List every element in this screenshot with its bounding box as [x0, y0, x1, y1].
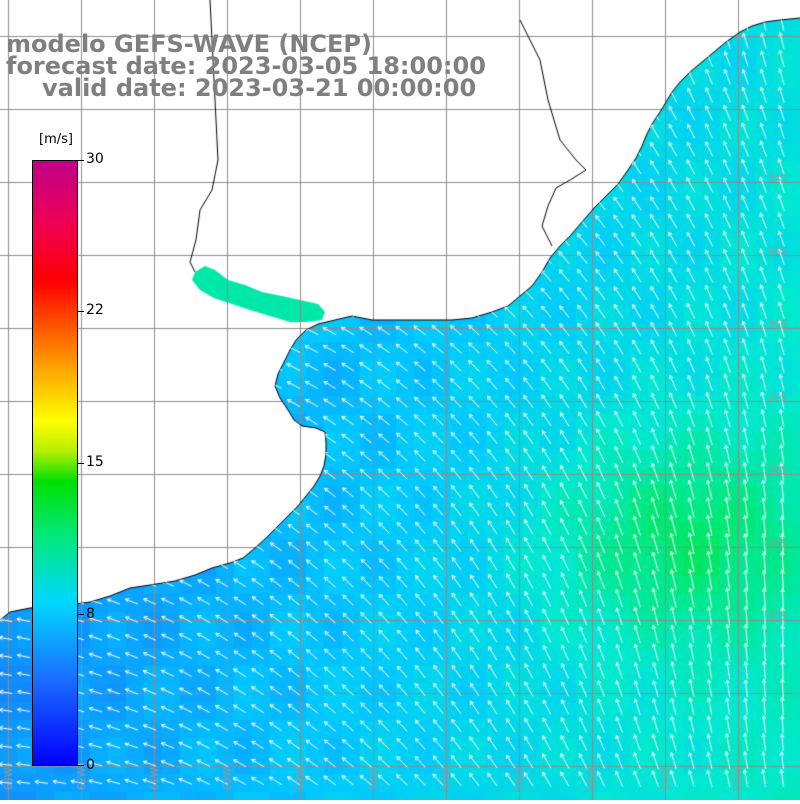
colorbar-tickmark [78, 463, 84, 464]
colorbar [32, 160, 78, 766]
colorbar-tickmark [78, 160, 84, 161]
colorbar-tickmark [78, 614, 84, 615]
title-model: modelo GEFS-WAVE (NCEP) [6, 30, 372, 58]
colorbar-tick-label: 30 [86, 151, 104, 167]
colorbar-tick-label: 8 [86, 606, 95, 622]
colorbar-unit: [m/s] [39, 132, 73, 147]
colorbar-tick-label: 22 [86, 302, 104, 318]
title-valid-date: valid date: 2023-03-21 00:00:00 [42, 74, 477, 102]
colorbar-tick-label: 15 [86, 454, 104, 470]
colorbar-tick-label: 0 [86, 757, 95, 773]
colorbar-tickmark [78, 765, 84, 766]
title-forecast-date: forecast date: 2023-03-05 18:00:00 [6, 52, 486, 80]
colorbar-tickmark [78, 311, 84, 312]
